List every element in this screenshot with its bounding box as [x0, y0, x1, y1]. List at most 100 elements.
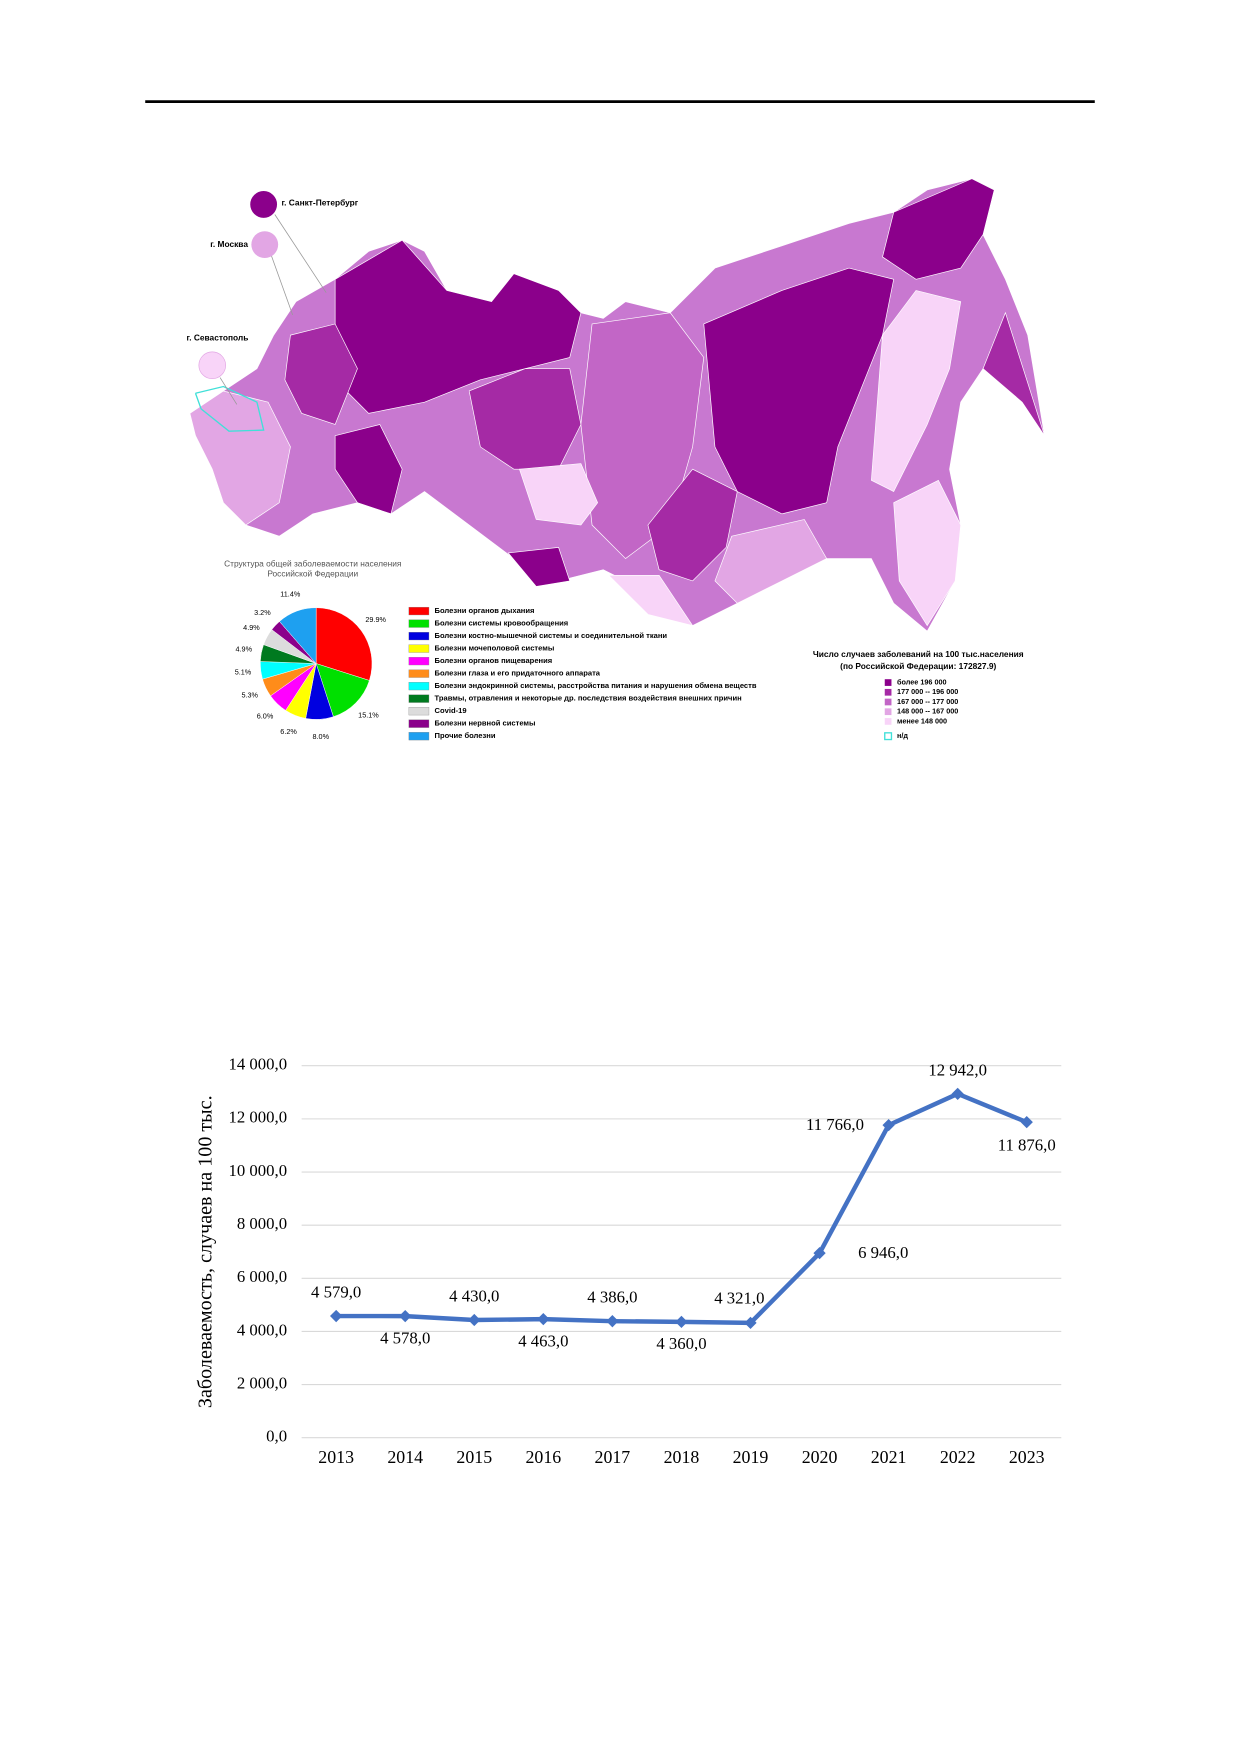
- callout-line: [274, 214, 327, 293]
- legend-swatch: [408, 632, 430, 641]
- legend-swatch: [408, 682, 430, 691]
- city-label: г. Москва: [210, 239, 248, 249]
- legend-label: Болезни костно-мышечной системы и соедин…: [435, 631, 668, 640]
- map-region: [334, 239, 582, 414]
- map-region: [608, 574, 694, 627]
- legend-swatch: [884, 732, 893, 741]
- value-label: 6 946,0: [858, 1243, 908, 1262]
- legend-label: Болезни нервной системы: [435, 719, 536, 728]
- x-tick-label: 2014: [387, 1447, 423, 1467]
- legend-swatch: [408, 644, 430, 653]
- legend-label: н/д: [897, 731, 908, 740]
- value-label: 4 321,0: [714, 1288, 764, 1307]
- page-content: г. Санкт-Петербург г. Москва г. Севастоп…: [145, 100, 1095, 1467]
- legend-swatch: [408, 619, 430, 628]
- data-point: [537, 1312, 550, 1326]
- pie-value-label: 4.9%: [235, 644, 252, 653]
- y-tick-label: 2 000,0: [237, 1373, 287, 1392]
- map-legend-subtitle: (по Российской Федерации: 172827.9): [840, 661, 996, 671]
- pie-value-label: 4.9%: [243, 623, 260, 632]
- legend-swatch: [884, 708, 892, 716]
- city-marker: [250, 191, 278, 218]
- x-tick-label: 2019: [733, 1447, 769, 1467]
- pie-value-label: 5.3%: [241, 691, 258, 700]
- pie-value-label: 11.4%: [280, 589, 301, 598]
- x-tick-label: 2015: [456, 1447, 492, 1467]
- map-region: [284, 323, 358, 425]
- value-label: 11 766,0: [806, 1115, 864, 1134]
- legend-label: менее 148 000: [897, 716, 947, 725]
- legend-swatch: [408, 732, 430, 741]
- value-label: 11 876,0: [998, 1136, 1056, 1155]
- pie-slice: [315, 663, 370, 717]
- map-region: [714, 519, 828, 604]
- data-point: [399, 1309, 412, 1323]
- map-region: [519, 463, 599, 526]
- legend-swatch: [408, 669, 430, 678]
- x-tick-label: 2020: [802, 1447, 838, 1467]
- pie-value-label: 5.1%: [235, 668, 252, 677]
- pie-value-label: 3.2%: [254, 608, 271, 617]
- legend-label: Болезни эндокринной системы, расстройств…: [435, 681, 757, 690]
- pie-value-label: 29.9%: [365, 615, 386, 624]
- pie-value-label: 6.2%: [280, 727, 297, 736]
- map-region: [334, 424, 403, 515]
- y-tick-label: 12 000,0: [228, 1108, 287, 1127]
- map: г. Санкт-Петербург г. Москва г. Севастоп…: [187, 178, 1045, 741]
- value-label: 4 463,0: [518, 1331, 568, 1350]
- x-tick-label: 2018: [664, 1447, 700, 1467]
- data-point: [1020, 1116, 1033, 1129]
- value-label: 12 942,0: [928, 1060, 987, 1079]
- map-region: [982, 311, 1045, 436]
- map-region: [893, 479, 962, 627]
- legend-label: Болезни глаза и его придаточного аппарат…: [435, 669, 601, 678]
- legend-label: Covid-19: [435, 706, 467, 715]
- map-legend-title: Число случаев заболеваний на 100 тыс.нас…: [813, 649, 1024, 659]
- data-point: [330, 1309, 343, 1323]
- value-label: 4 579,0: [311, 1283, 361, 1302]
- x-tick-label: 2023: [1009, 1447, 1045, 1467]
- city-marker: [251, 231, 279, 259]
- line-chart: 0,0 2 000,0 4 000,0 6 000,0 8 000,0 10 000,0 1…: [194, 1055, 1062, 1467]
- legend-swatch: [884, 698, 892, 706]
- x-tick-label: 2013: [318, 1447, 354, 1467]
- y-tick-label: 10 000,0: [228, 1161, 287, 1180]
- callout-line: [219, 377, 238, 405]
- map-region: [882, 178, 995, 280]
- legend-swatch: [408, 707, 430, 716]
- pie-title: Структура общей заболеваемости населения: [224, 558, 401, 568]
- legend-label: Прочие болезни: [435, 731, 496, 740]
- legend-label: Болезни органов дыхания: [435, 606, 535, 615]
- legend-label: 148 000 -- 167 000: [897, 707, 958, 716]
- data-line: [336, 1091, 1028, 1326]
- pie-value-label: 15.1%: [358, 710, 379, 719]
- legend-swatch: [408, 719, 430, 728]
- pie-value-label: 8.0%: [313, 732, 330, 741]
- legend-swatch: [884, 688, 892, 696]
- x-tick-label: 2017: [595, 1447, 631, 1467]
- y-tick-label: 8 000,0: [237, 1214, 287, 1233]
- value-label: 4 360,0: [656, 1334, 706, 1353]
- city-marker: [198, 351, 226, 380]
- map-crimea: [194, 385, 265, 432]
- legend-label: Болезни системы кровообращения: [435, 619, 569, 628]
- map-region: [703, 267, 895, 515]
- y-tick-label: 4 000,0: [237, 1320, 287, 1339]
- pie-slice: [279, 607, 317, 665]
- legend-label: Травмы, отравления и некоторые др. после…: [435, 694, 743, 703]
- y-axis-title: Заболеваемость, случаев на 100 тыс.: [194, 1095, 216, 1408]
- legend-swatch: [408, 606, 430, 616]
- legend-swatch: [408, 694, 430, 703]
- y-tick-label: 14 000,0: [228, 1055, 287, 1074]
- x-tick-label: 2016: [525, 1447, 561, 1467]
- data-point: [813, 1247, 826, 1260]
- legend-swatch: [884, 718, 892, 725]
- legend-swatch: [408, 657, 430, 666]
- pie-title: Российской Федерации: [267, 568, 358, 578]
- data-point: [606, 1315, 619, 1328]
- value-label: 4 430,0: [449, 1287, 499, 1306]
- map-region: [468, 368, 582, 470]
- y-tick-label: 6 000,0: [237, 1267, 287, 1286]
